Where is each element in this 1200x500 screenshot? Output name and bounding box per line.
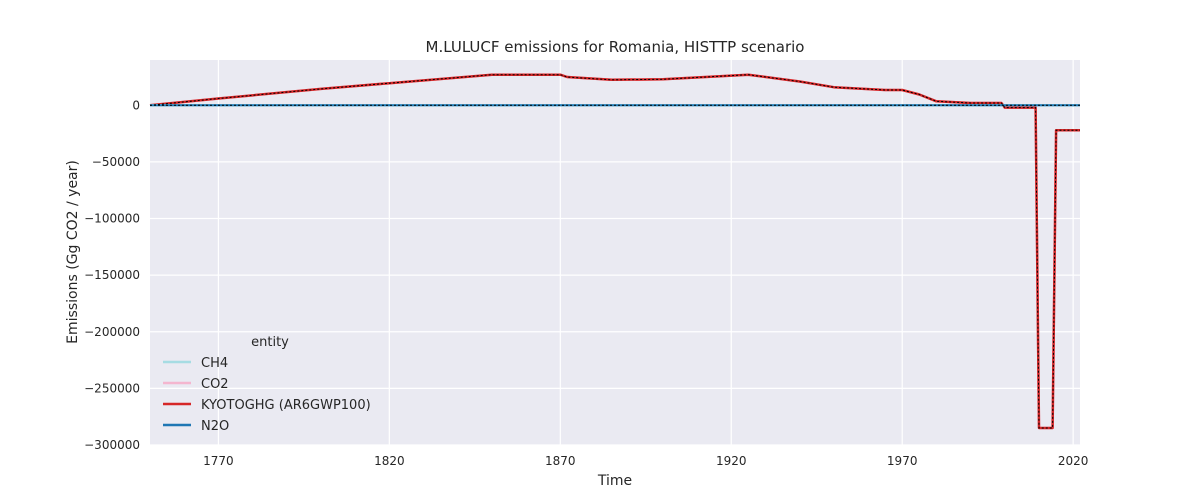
y-tick-label: −250000 — [84, 381, 140, 395]
tick-labels: 1770 1820 1870 1920 1970 2020 0 −50000 −100000 −1… — [84, 98, 1088, 468]
y-tick-label: −50000 — [92, 155, 140, 169]
x-tick-label: 1970 — [887, 454, 918, 468]
chart-title: M.LULUCF emissions for Romania, HISTTP s… — [426, 38, 805, 56]
legend-label-n2o: N2O — [201, 419, 229, 434]
y-tick-label: −300000 — [84, 438, 140, 452]
legend-label-ch4: CH4 — [201, 356, 228, 371]
x-tick-label: 1920 — [716, 454, 747, 468]
legend-label-kyotoghg: KYOTOGHG (AR6GWP100) — [201, 398, 371, 413]
plot-background — [150, 60, 1080, 445]
y-tick-label: −100000 — [84, 212, 140, 226]
y-tick-label: −200000 — [84, 325, 140, 339]
y-axis-title: Emissions (Gg CO2 / year) — [65, 160, 81, 344]
series-kyotoghg-dotted — [149, 74, 1080, 429]
legend-label-co2: CO2 — [201, 377, 229, 392]
x-axis-title: Time — [597, 473, 632, 489]
legend-title: entity — [251, 335, 289, 350]
x-tick-label: 2020 — [1058, 454, 1089, 468]
x-tick-label: 1820 — [374, 454, 405, 468]
series-layer — [149, 73, 1080, 430]
legend: entity CH4 CO2 KYOTOGHG (AR6GWP100) N2O — [163, 335, 371, 434]
y-tick-label: 0 — [132, 98, 140, 112]
x-tick-label: 1770 — [203, 454, 234, 468]
y-tick-label: −150000 — [84, 268, 140, 282]
x-tick-label: 1870 — [545, 454, 576, 468]
